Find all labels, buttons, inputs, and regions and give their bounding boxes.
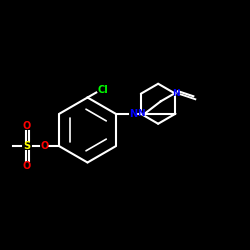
Text: Cl: Cl (97, 85, 108, 95)
Text: N: N (137, 109, 145, 118)
Text: O: O (23, 121, 31, 131)
Text: N: N (129, 109, 137, 119)
Text: O: O (23, 161, 31, 171)
Text: N: N (172, 89, 179, 98)
Text: S: S (23, 141, 30, 151)
Text: O: O (40, 141, 48, 151)
